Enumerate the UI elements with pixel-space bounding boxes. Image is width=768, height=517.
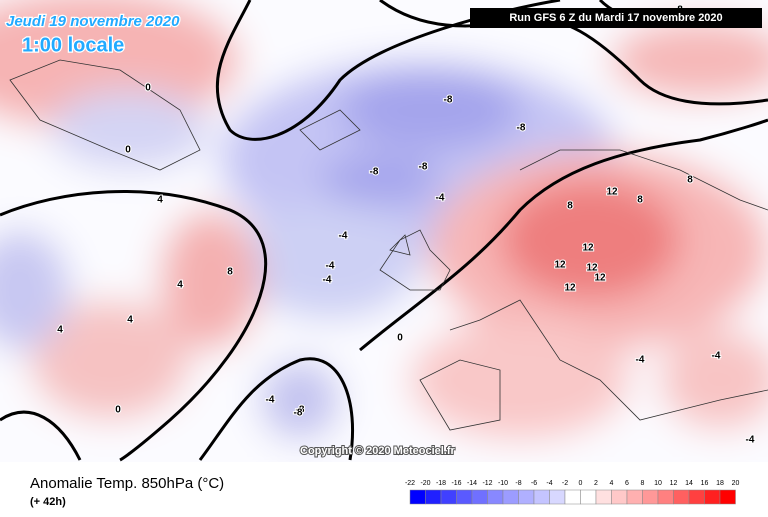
- contour-label: 4: [127, 315, 133, 326]
- colorbar-swatch: [440, 489, 457, 505]
- colorbar-swatch: [487, 489, 504, 505]
- coastlines: [9, 59, 768, 431]
- contours: [0, 0, 768, 462]
- colorbar-tick-label: -22: [405, 480, 415, 487]
- contour-label: -4: [339, 231, 348, 242]
- colorbar-swatch: [688, 489, 705, 505]
- colorbar-swatch: [719, 489, 736, 505]
- colorbar-swatch: [533, 489, 550, 505]
- contour-label: 4: [57, 325, 63, 336]
- colorbar-tick-label: -2: [562, 480, 568, 487]
- contour-label: -4: [746, 435, 755, 446]
- colorbar-tick-label: 18: [716, 480, 724, 487]
- contour-label: -4: [636, 355, 645, 366]
- colorbar-swatch: [657, 489, 674, 505]
- forecast-date: Jeudi 19 novembre 2020: [6, 13, 180, 30]
- contour-label: 12: [594, 273, 606, 284]
- contour-label: 0: [145, 83, 151, 94]
- contour-label: 12: [586, 263, 598, 274]
- contour-label: 0: [125, 145, 131, 156]
- colorbar-tick-label: 6: [625, 480, 629, 487]
- colorbar-tick-label: 20: [732, 480, 740, 487]
- contour-label: 8: [227, 267, 233, 278]
- contour-label: -8: [370, 167, 379, 178]
- colorbar-swatch: [456, 489, 473, 505]
- colorbar-swatch: [611, 489, 628, 505]
- contour-label: -8: [517, 123, 526, 134]
- contour-label: -8: [419, 162, 428, 173]
- local-time: 1:00 locale: [22, 34, 124, 56]
- contour-label: 0: [397, 333, 403, 344]
- colorbar-tick-label: -16: [451, 480, 461, 487]
- contour-label: -8: [294, 408, 303, 419]
- run-box: [470, 8, 762, 28]
- contour-label: 8: [687, 175, 693, 186]
- footer-title: Anomalie Temp. 850hPa (°C): [30, 475, 224, 492]
- colorbar-tick-label: -4: [546, 480, 552, 487]
- header: Jeudi 19 novembre 2020 1:00 locale: [5, 12, 182, 58]
- colorbar: -22 -20 -18 -16 -14 -12 -10 -8 -6 -4 -2 0 2 4 6 8 10 12 14…: [405, 480, 740, 505]
- contour-label: 0: [115, 405, 121, 416]
- colorbar-swatch: [580, 489, 597, 505]
- colorbar-swatch: [425, 489, 442, 505]
- colorbar-tick-label: -10: [498, 480, 508, 487]
- contour-label: 12: [564, 283, 576, 294]
- run-label: Run GFS 6 Z du Mardi 17 novembre 2020: [509, 12, 722, 24]
- colorbar-swatch: [518, 489, 535, 505]
- contour-label: -4: [323, 275, 332, 286]
- contour-label: 12: [582, 243, 594, 254]
- contour-label: -4: [712, 351, 721, 362]
- contour-label: 4: [177, 280, 183, 291]
- colorbar-tick-label: 16: [701, 480, 709, 487]
- colorbar-tick-label: -18: [436, 480, 446, 487]
- contour-label: 4: [157, 195, 163, 206]
- colorbar-tick-label: -20: [420, 480, 430, 487]
- colorbar-tick-label: 4: [610, 480, 614, 487]
- contour-label: -4: [266, 395, 275, 406]
- colorbar-swatch: [471, 489, 488, 505]
- colorbar-swatch: [642, 489, 659, 505]
- contour-label: -8: [296, 405, 305, 416]
- contour-label: -4: [436, 193, 445, 204]
- colorbar-swatch: [502, 489, 519, 505]
- colorbar-swatch: [595, 489, 612, 505]
- contour-label: -8: [444, 95, 453, 106]
- anomaly-field: [0, 0, 768, 500]
- colorbar-tick-label: 2: [594, 480, 598, 487]
- colorbar-tick-label: -6: [531, 480, 537, 487]
- colorbar-tick-label: 10: [654, 480, 662, 487]
- colorbar-swatch: [549, 489, 566, 505]
- colorbar-tick-label: -12: [482, 480, 492, 487]
- colorbar-swatch: [564, 489, 581, 505]
- colorbar-swatch: [673, 489, 690, 505]
- colorbar-swatch: [409, 489, 426, 505]
- contour-label: 12: [606, 187, 618, 198]
- colorbar-tick-label: 14: [685, 480, 693, 487]
- contour-label: 8: [637, 195, 643, 206]
- colorbar-tick-label: 0: [579, 480, 583, 487]
- contour-label: -4: [326, 261, 335, 272]
- colorbar-swatch: [626, 489, 643, 505]
- colorbar-tick-label: -14: [467, 480, 477, 487]
- colorbar-tick-label: -8: [515, 480, 521, 487]
- colorbar-tick-label: 8: [641, 480, 645, 487]
- copyright: Copyright © 2020 Meteociel.fr: [300, 445, 456, 457]
- contour-label: 8: [567, 201, 573, 212]
- lead-time: (+ 42h): [30, 496, 66, 508]
- colorbar-tick-label: 12: [670, 480, 678, 487]
- contour-label: 12: [554, 260, 566, 271]
- colorbar-swatch: [704, 489, 721, 505]
